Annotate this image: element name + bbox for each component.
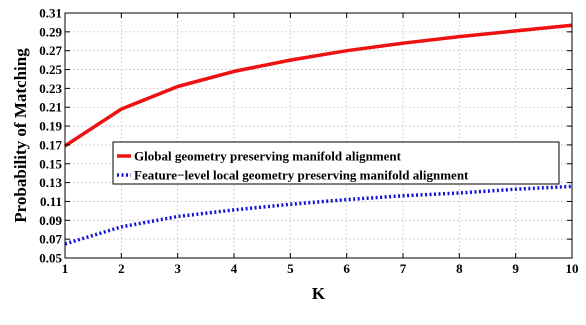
x-tick-label: 3 (174, 261, 181, 276)
y-tick-label: 0.19 (39, 119, 62, 134)
y-tick-label: 0.27 (39, 43, 62, 58)
legend-label-2: Feature−level local geometry preserving … (134, 168, 469, 183)
x-tick-label: 8 (456, 261, 463, 276)
y-tick-label: 0.31 (39, 6, 62, 21)
y-tick-label: 0.13 (39, 175, 62, 190)
legend-label-1: Global geometry preserving manifold alig… (134, 149, 402, 164)
y-tick-label: 0.17 (39, 137, 62, 152)
x-tick-label: 10 (566, 261, 579, 276)
x-axis-label: K (312, 284, 326, 303)
x-tick-label: 4 (231, 261, 238, 276)
plot-frame (64, 12, 573, 259)
ticks: 1 2 3 4 5 6 7 8 9 10 0.05 0.07 0.09 0.11 0.13 0.15 0.17 0… (39, 6, 578, 277)
x-tick-label: 7 (400, 261, 407, 276)
x-tick-label: 2 (118, 261, 125, 276)
x-tick-label: 1 (62, 261, 69, 276)
series-line-2 (64, 184, 573, 246)
y-axis-label: Probability of Matching (11, 48, 30, 223)
y-tick-label: 0.05 (39, 251, 62, 266)
y-tick-label: 0.07 (39, 232, 62, 247)
legend: Global geometry preserving manifold alig… (112, 141, 560, 185)
legend-box (112, 141, 560, 185)
plot-area (65, 13, 572, 258)
y-tick-label: 0.21 (39, 100, 62, 115)
series-group (64, 23, 573, 246)
y-tick-label: 0.11 (40, 194, 62, 209)
y-tick-label: 0.25 (39, 62, 62, 77)
x-tick-label: 5 (287, 261, 294, 276)
series-line-1 (64, 23, 573, 148)
y-tick-label: 0.23 (39, 81, 62, 96)
y-tick-label: 0.09 (39, 213, 62, 228)
y-tick-label: 0.15 (39, 156, 62, 171)
x-tick-label: 6 (343, 261, 350, 276)
y-tick-label: 0.29 (39, 24, 62, 39)
x-tick-label: 9 (512, 261, 519, 276)
